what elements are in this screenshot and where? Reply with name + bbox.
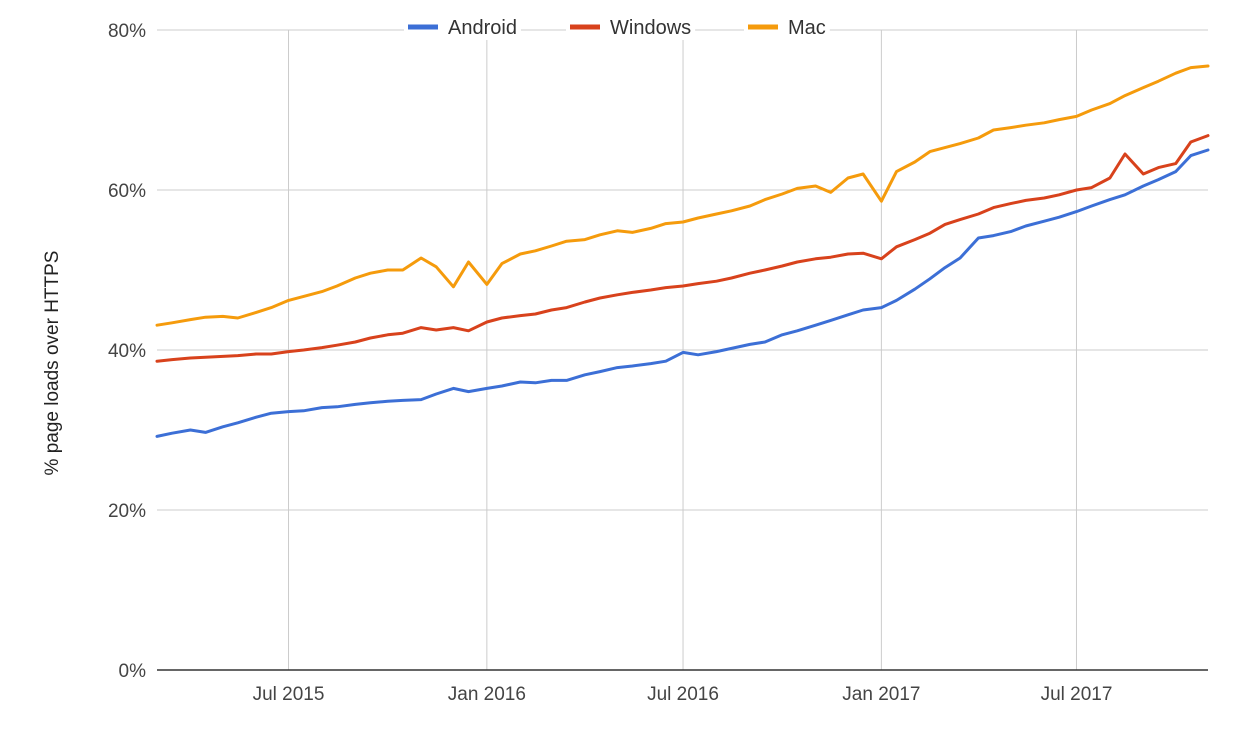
legend-label: Android xyxy=(448,17,517,39)
y-axis-ticks: 0% 20% 40% 60% 80% xyxy=(108,21,146,682)
series-lines xyxy=(155,64,1210,438)
y-tick-label: 0% xyxy=(119,661,147,682)
legend-item-android: Android xyxy=(404,14,521,40)
x-tick-label: Jan 2016 xyxy=(448,684,526,705)
legend-label-knockout xyxy=(444,14,521,40)
chart-legend: Android Windows Mac xyxy=(404,14,830,40)
y-axis-title: % page loads over HTTPS xyxy=(42,251,63,476)
legend-label-knockout xyxy=(606,14,696,40)
y-tick-label: 40% xyxy=(108,341,146,362)
legend-item-mac: Mac xyxy=(744,14,830,40)
series-line-mac xyxy=(155,64,1210,327)
legend-label: Mac xyxy=(788,17,826,39)
x-axis-ticks: Jul 2015 Jan 2016 Jul 2016 Jan 2017 Jul 2017 xyxy=(253,684,1113,705)
y-tick-label: 80% xyxy=(108,21,146,42)
y-tick-label: 20% xyxy=(108,501,146,522)
y-tick-label: 60% xyxy=(108,181,146,202)
series-line-android xyxy=(155,148,1210,438)
x-tick-label: Jul 2016 xyxy=(647,684,719,705)
x-tick-label: Jan 2017 xyxy=(842,684,920,705)
legend-item-windows: Windows xyxy=(566,14,696,40)
legend-label-knockout xyxy=(784,14,830,40)
x-tick-label: Jul 2015 xyxy=(253,684,325,705)
series-line-windows xyxy=(155,134,1210,363)
legend-label: Windows xyxy=(610,17,691,39)
grid-lines xyxy=(157,29,1208,670)
x-tick-label: Jul 2017 xyxy=(1041,684,1113,705)
